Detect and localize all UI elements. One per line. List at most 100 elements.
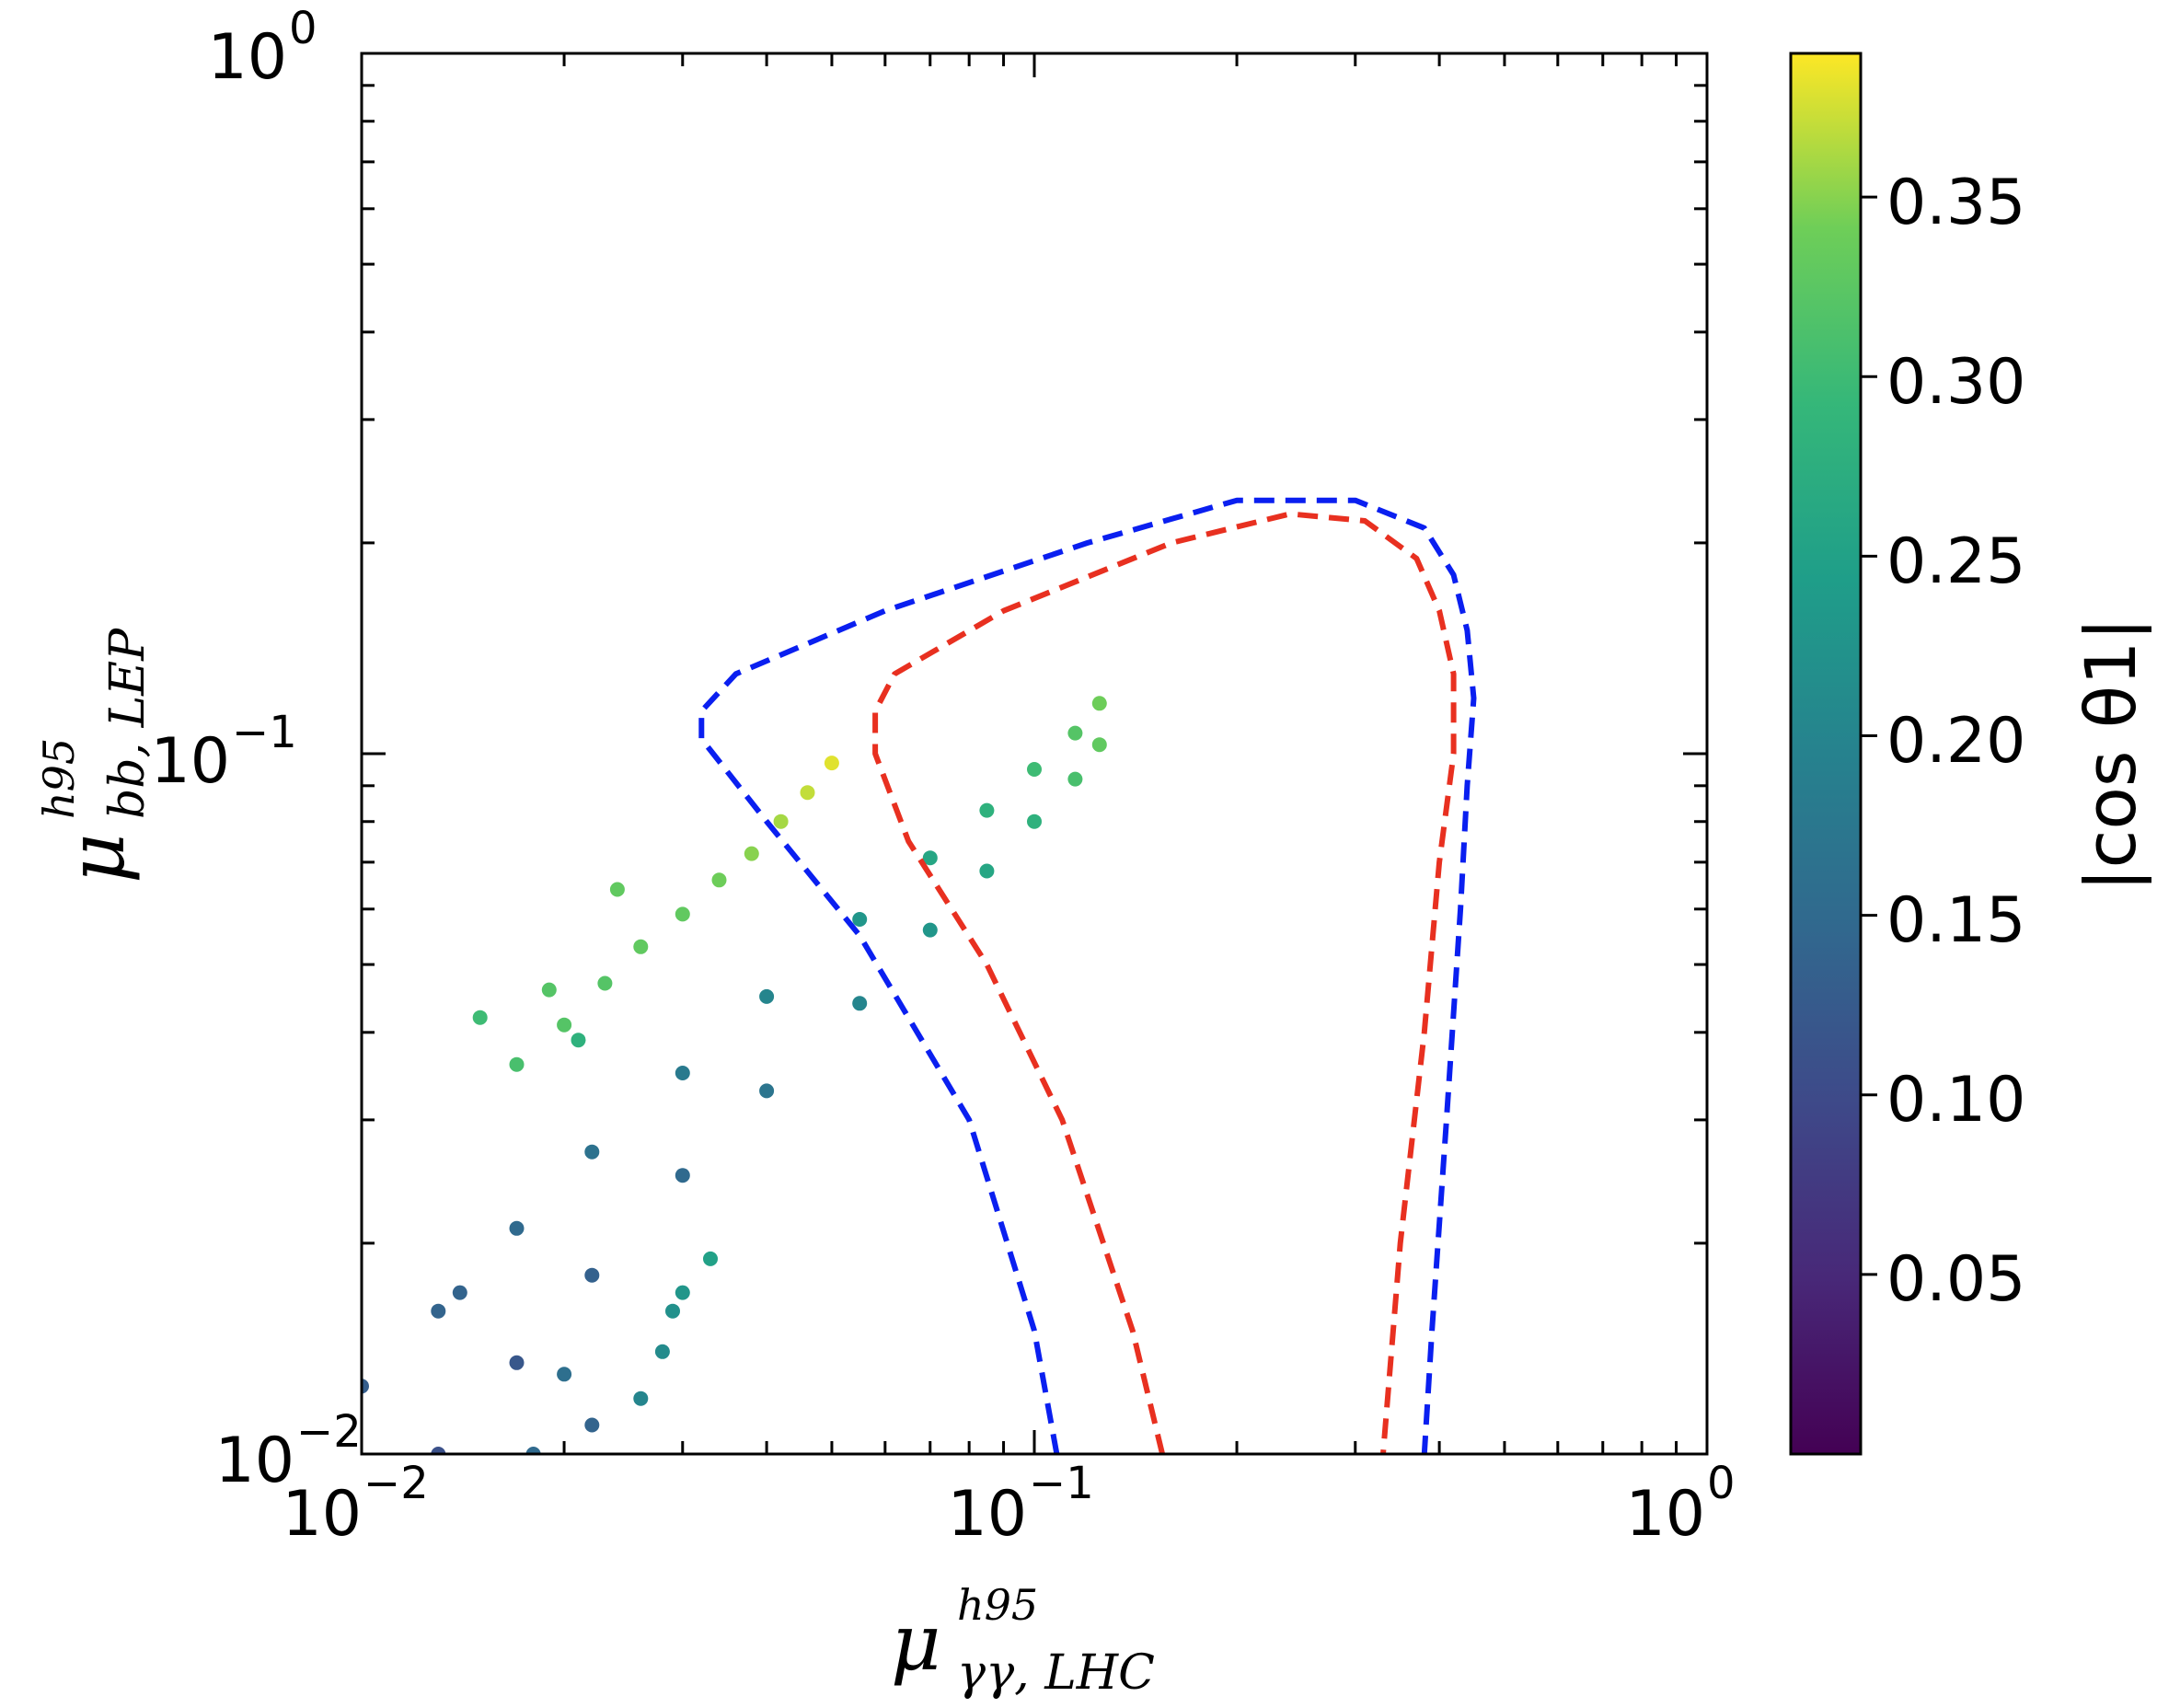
cbar-tick-4: 0.25 [1886, 525, 2025, 598]
isolated-points-point-9 [557, 1367, 572, 1382]
y-tick-exp-1: −1 [232, 707, 297, 758]
svg-text:10: 10 [947, 1478, 1027, 1551]
isolated-points-point-10 [584, 1417, 600, 1433]
y-tick-base-2: 10 [207, 21, 287, 94]
y-tick-label-2: 10 0 [207, 3, 317, 94]
x-tick-exp-0: −2 [363, 1458, 429, 1509]
isolated-points-point-5 [654, 1344, 670, 1359]
high-cos-branch-point-9 [824, 756, 839, 771]
upper-band-point-6 [852, 912, 868, 927]
high-cos-branch-point-7 [773, 814, 789, 829]
upper-band-point-7 [922, 850, 938, 866]
y-axis-symbol: μ [52, 833, 142, 883]
red-dashed-contour [872, 511, 1457, 1454]
y-axis-superscript: h95 [34, 738, 84, 819]
lower-band-point-10 [1091, 737, 1107, 753]
svg-text:h95: h95 [34, 738, 84, 819]
upper-band-point-3 [584, 1144, 600, 1160]
x-tick-base-2: 10 [1625, 1478, 1705, 1551]
svg-text:10: 10 [282, 1478, 362, 1551]
x-tick-exp-1: −1 [1029, 1458, 1094, 1509]
svg-text:10: 10 [150, 725, 230, 798]
colorbar-tick-labels: 0.05 0.10 0.15 0.20 0.25 0.30 0.35 [1886, 167, 2025, 1316]
upper-band-point-10 [1067, 725, 1083, 741]
x-tick-exp-2: 0 [1707, 1458, 1736, 1509]
lower-band-point-6 [922, 922, 938, 938]
plot-frame [360, 52, 1709, 1456]
x-tick-label-0: 10 −2 [282, 1458, 428, 1551]
y-tick-exp-2: 0 [289, 3, 317, 54]
lower-band-point-1 [509, 1355, 525, 1370]
x-tick-label-2: 10 0 [1625, 1458, 1735, 1551]
lower-band-point-2 [584, 1267, 600, 1283]
x-tick-base-1: 10 [947, 1478, 1027, 1551]
svg-text:μ: μ [891, 1598, 941, 1688]
scatter-points [362, 696, 1107, 1454]
cbar-tick-5: 0.30 [1886, 346, 2025, 419]
high-cos-branch-point-0 [509, 1056, 525, 1072]
svg-text:0: 0 [1707, 1458, 1736, 1509]
svg-text:γγ, LHC: γγ, LHC [957, 1645, 1155, 1701]
y-tick-base-1: 10 [150, 725, 230, 798]
svg-text:10: 10 [207, 21, 287, 94]
y-axis-title: μ h95 bb, LEP [34, 628, 156, 883]
isolated-points-point-12 [452, 1285, 467, 1300]
isolated-points-point-4 [633, 1391, 649, 1406]
lower-band-point-4 [759, 1083, 775, 1099]
axis-ticks [360, 52, 1709, 1456]
colorbar [1789, 52, 1863, 1456]
lower-band-point-7 [979, 863, 995, 879]
cbar-tick-2: 0.15 [1886, 884, 2025, 957]
y-tick-base-0: 10 [214, 1425, 294, 1497]
svg-text:|cos θ1|: |cos θ1| [2070, 617, 2152, 892]
svg-text:0: 0 [289, 3, 317, 54]
cbar-tick-0: 0.05 [1886, 1243, 2025, 1316]
upper-band-point-9 [1027, 762, 1042, 777]
isolated-points-point-7 [675, 1285, 690, 1300]
svg-text:−2: −2 [296, 1406, 362, 1458]
upper-band-point-0 [362, 1379, 369, 1394]
x-axis-subscript: γγ, LHC [957, 1645, 1155, 1701]
isolated-points-point-2 [571, 1033, 586, 1048]
lower-band-point-9 [1067, 771, 1083, 787]
high-cos-branch-point-4 [675, 906, 690, 922]
isolated-points-series [452, 882, 718, 1454]
upper-band-point-11 [1091, 696, 1107, 711]
svg-text:h95: h95 [957, 1580, 1038, 1630]
upper-band-point-5 [759, 988, 775, 1004]
svg-text:μ: μ [52, 833, 142, 883]
cbar-tick-3: 0.20 [1886, 705, 2025, 778]
colorbar-ticks [1861, 195, 1877, 1276]
cbar-tick-6: 0.35 [1886, 167, 2025, 239]
svg-text:−2: −2 [363, 1458, 429, 1509]
isolated-points-point-3 [609, 882, 625, 897]
svg-text:−1: −1 [232, 707, 297, 758]
upper-band-point-4 [675, 1066, 690, 1080]
x-tick-base-0: 10 [282, 1478, 362, 1551]
high-cos-branch-point-8 [800, 785, 815, 801]
high-cos-branch-series [509, 756, 839, 1072]
contour-layer [698, 497, 1477, 1454]
lower-band-series [431, 737, 1107, 1454]
isolated-points-point-6 [665, 1303, 680, 1319]
cbar-tick-1: 0.10 [1886, 1064, 2025, 1137]
isolated-points-point-0 [472, 1010, 488, 1025]
high-cos-branch-point-5 [711, 872, 727, 888]
colorbar-label: |cos θ1| [2070, 617, 2152, 892]
y-axis-subscript: bb, LEP [100, 628, 156, 819]
svg-text:−1: −1 [1029, 1458, 1094, 1509]
upper-band-point-2 [509, 1220, 525, 1236]
x-axis-symbol: μ [891, 1598, 941, 1688]
high-cos-branch-point-2 [597, 975, 613, 991]
high-cos-branch-point-6 [744, 846, 759, 861]
svg-text:10: 10 [1625, 1478, 1705, 1551]
lower-band-point-0 [431, 1447, 446, 1454]
blue-dashed-contour [698, 497, 1477, 1454]
lower-band-point-3 [675, 1168, 690, 1183]
isolated-points-point-8 [703, 1251, 718, 1266]
isolated-points-point-1 [541, 982, 557, 998]
x-tick-label-1: 10 −1 [947, 1458, 1093, 1551]
lower-band-point-8 [1027, 814, 1042, 829]
upper-band-point-1 [431, 1303, 446, 1319]
